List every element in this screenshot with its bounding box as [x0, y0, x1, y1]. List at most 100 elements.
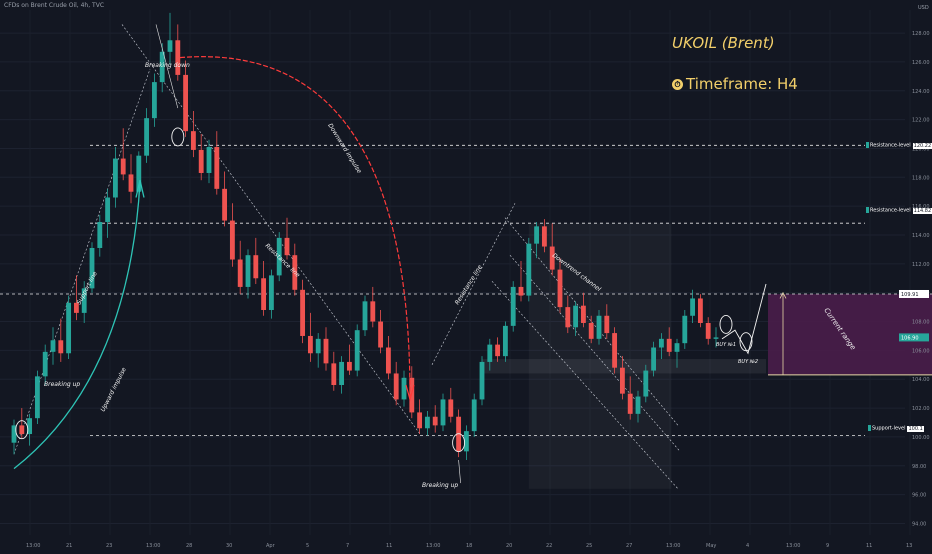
- level-tag-value: 100.1: [907, 425, 924, 432]
- symbol-header: CFDs on Brent Crude Oil, 4h, TVC: [4, 2, 105, 9]
- channel-line-bottom: [491, 280, 679, 490]
- candle-body: [658, 338, 664, 348]
- candle-body: [136, 155, 142, 192]
- x-tick-label: 13:00: [26, 543, 40, 549]
- y-tick-label: 98.00: [912, 464, 926, 470]
- y-tick-label: 102.00: [912, 406, 930, 412]
- candle-body: [565, 307, 571, 328]
- candle-body: [697, 298, 703, 323]
- candle-body: [97, 222, 103, 248]
- candle-body: [424, 416, 430, 429]
- timeframe-text: Timeframe: H4: [686, 75, 798, 93]
- buy2-marker: [739, 332, 753, 352]
- level-price-label: 109.91: [901, 292, 919, 298]
- candle-body: [651, 347, 657, 371]
- candle-body: [534, 226, 540, 244]
- level-swatch: [866, 207, 869, 213]
- candle-body: [73, 302, 79, 313]
- y-tick-label: 96.00: [912, 493, 926, 499]
- candle-body: [245, 255, 251, 287]
- label-breaking-down: Breaking down: [145, 62, 190, 69]
- y-tick-label: 126.00: [912, 60, 930, 66]
- candle-body: [284, 237, 290, 256]
- candle-body: [50, 340, 56, 352]
- candle-body: [300, 289, 306, 336]
- candle-body: [440, 399, 446, 426]
- downward-impulse-curve: [179, 56, 411, 397]
- level-tag-value: 114.82: [912, 207, 932, 214]
- x-tick-label: 25: [586, 543, 592, 549]
- y-tick-label: 122.00: [912, 118, 930, 124]
- candle-body: [190, 131, 196, 150]
- support-trendline: [13, 69, 151, 455]
- level-price-tag: [899, 289, 929, 298]
- breakdown-marker: [171, 127, 185, 147]
- breakout-marker-left: [15, 420, 29, 440]
- x-tick-label: 22: [546, 543, 552, 549]
- x-tick-label: 13:00: [426, 543, 440, 549]
- resistance-trendline-left: [121, 24, 421, 435]
- candle-body: [214, 147, 220, 189]
- breakdown-pointer: [155, 24, 179, 109]
- level-tag-support: Support-level 100.1: [868, 425, 924, 432]
- projection-path: [721, 283, 767, 355]
- candle-body: [432, 416, 438, 426]
- x-tick-label: 21: [66, 543, 72, 549]
- candle-body: [237, 259, 243, 287]
- x-tick-label: 11: [386, 543, 392, 549]
- y-tick-label: 114.00: [912, 233, 930, 239]
- candle-body: [11, 425, 17, 443]
- label-buy1: BUY №1: [716, 342, 736, 348]
- candle-body: [346, 361, 352, 371]
- level-tag-resistance-2: Resistance-level 114.82: [866, 207, 932, 214]
- y-tick-label: 118.00: [912, 175, 930, 181]
- x-tick-label: 13:00: [786, 543, 800, 549]
- candle-body: [151, 82, 157, 119]
- candle-body: [19, 425, 25, 435]
- range-arrow-head: [779, 291, 787, 299]
- candle-body: [588, 322, 594, 339]
- candle-body: [627, 393, 633, 414]
- candle-body: [331, 363, 337, 385]
- candle-body: [42, 351, 48, 377]
- candle-body: [471, 399, 477, 432]
- candle-body: [619, 367, 625, 394]
- candle-body: [276, 237, 282, 276]
- candle-body: [66, 302, 72, 354]
- level-swatch: [868, 425, 871, 431]
- candle-body: [292, 255, 298, 290]
- level-swatch: [866, 142, 869, 148]
- candle-body: [58, 340, 64, 354]
- x-tick-label: Apr: [266, 543, 276, 549]
- candle-body: [253, 255, 259, 279]
- candle-body: [144, 118, 150, 156]
- x-tick-label: 13:00: [146, 543, 160, 549]
- candle-body: [362, 301, 368, 331]
- candle-body: [448, 399, 454, 417]
- channel-line-mid: [509, 254, 681, 452]
- candle-body: [557, 269, 563, 308]
- candle-body: [495, 344, 501, 357]
- candle-body: [268, 275, 274, 310]
- candle-body: [112, 158, 118, 198]
- x-tick-label: 28: [186, 543, 192, 549]
- instrument-title: UKOIL (Brent): [672, 34, 775, 52]
- candle-body: [370, 301, 376, 322]
- candle-body: [378, 321, 384, 348]
- candle-body: [604, 315, 610, 334]
- candle-body: [674, 343, 680, 352]
- candle-body: [105, 197, 111, 223]
- x-tick-label: 13:00: [666, 543, 680, 549]
- candle-body: [34, 376, 40, 419]
- x-tick-label: 27: [626, 543, 632, 549]
- buy1-marker: [719, 314, 733, 334]
- level-tag-value: 120.22: [912, 142, 932, 149]
- candle-body: [518, 286, 524, 296]
- currency-label: USD: [918, 5, 929, 11]
- candle-body: [120, 158, 126, 175]
- candle-body: [261, 278, 267, 310]
- candle-body: [549, 246, 555, 270]
- y-tick-label: 104.00: [912, 377, 930, 383]
